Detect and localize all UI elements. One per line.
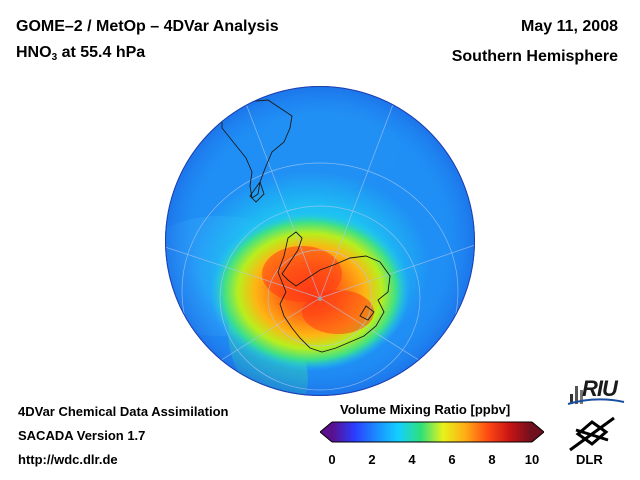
- coastlines: [221, 99, 391, 353]
- dlr-logo: [569, 416, 615, 452]
- date-label: May 11, 2008: [521, 18, 618, 35]
- polar-map: [165, 86, 475, 396]
- colorbar-high-arrow: [532, 422, 544, 442]
- footer-line-2: SACADA Version 1.7: [18, 428, 146, 443]
- species-suffix: at 55.4 hPa: [57, 44, 146, 61]
- antarctica-coast: [277, 231, 391, 353]
- species-subscript: 3: [51, 52, 58, 63]
- south-pole-marker: [318, 297, 322, 301]
- globe-outline: [165, 86, 475, 396]
- footer-url[interactable]: http://wdc.dlr.de: [18, 452, 118, 467]
- tierra-del-fuego: [249, 181, 265, 203]
- limb-shade: [165, 86, 475, 396]
- footer-line-1: 4DVar Chemical Data Assimilation: [18, 404, 229, 419]
- colorbar-tick-6: 6: [448, 452, 456, 467]
- dlr-logo-text: DLR: [576, 452, 603, 467]
- colorbar-tick-2: 2: [368, 452, 376, 467]
- ice-shelf: [359, 305, 375, 321]
- colorbar: [320, 421, 544, 443]
- riu-logo-text: RIU: [582, 376, 618, 401]
- colorbar-tick-8: 8: [488, 452, 496, 467]
- globe-field: [165, 86, 475, 396]
- colorbar-tick-10: 10: [524, 452, 540, 467]
- plot-title: GOME–2 / MetOp – 4DVar Analysis: [16, 18, 279, 35]
- species-label: HNO3 at 55.4 hPa: [16, 44, 145, 63]
- hemisphere-label: Southern Hemisphere: [451, 48, 618, 65]
- colorbar-low-arrow: [320, 422, 332, 442]
- graticule: [165, 86, 475, 396]
- colorbar-tick-0: 0: [328, 452, 336, 467]
- colorbar-title: Volume Mixing Ratio [ppbv]: [340, 402, 511, 417]
- species-prefix: HNO: [16, 44, 52, 61]
- riu-logo: [567, 386, 625, 405]
- colorbar-gradient: [332, 422, 532, 442]
- colorbar-tick-4: 4: [408, 452, 416, 467]
